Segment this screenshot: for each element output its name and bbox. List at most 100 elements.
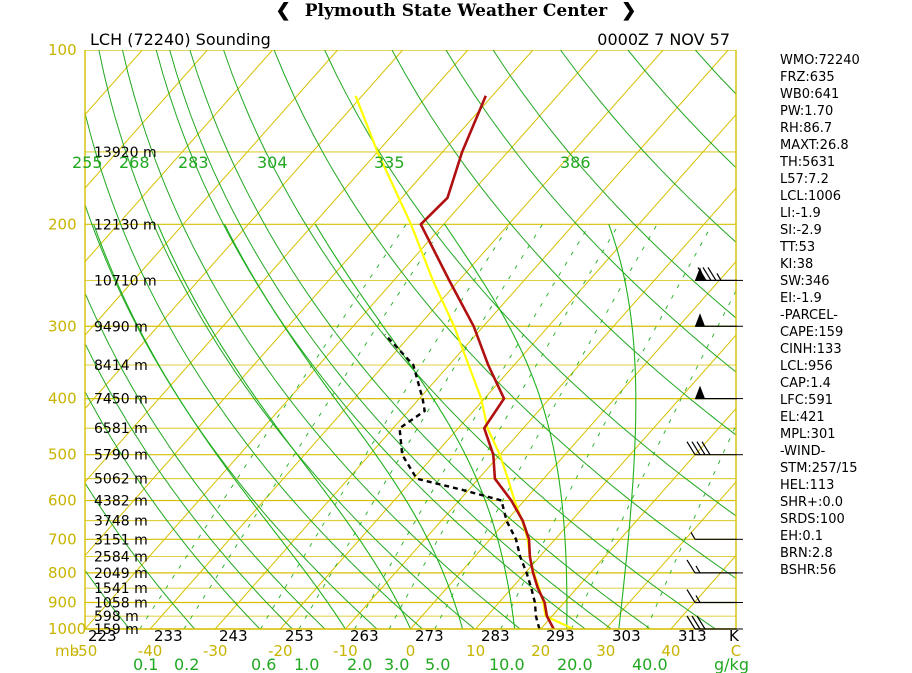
wind-barb-half [695, 565, 701, 574]
wind-pennant [695, 313, 705, 327]
height-label: 2584 m [94, 550, 148, 566]
index-item: SRDS:100 [780, 512, 845, 527]
dry-adiabat [85, 110, 423, 629]
index-item: EH:0.1 [780, 529, 824, 544]
isotherm [85, 50, 599, 629]
plot-area [0, 50, 736, 629]
mixing-ratio-label: 2.0 [347, 655, 372, 673]
dry-adiabat [85, 482, 196, 629]
index-item: KI:38 [780, 257, 814, 272]
celsius-tick-label: 40 [661, 642, 680, 660]
mixing-ratio-line [646, 424, 736, 629]
dry-adiabat [85, 203, 378, 629]
height-label: 12130 m [94, 217, 157, 233]
dry-adiabat [85, 342, 293, 629]
dry-adiabat [189, 50, 651, 629]
wind-barb-full [686, 559, 696, 574]
index-item: LCL:956 [780, 359, 833, 374]
index-item: BSHR:56 [780, 563, 837, 578]
index-item: WB0:641 [780, 87, 840, 102]
celsius-tick-label: -20 [268, 642, 293, 660]
index-item: CAPE:159 [780, 325, 844, 340]
index-item: MAXT:26.8 [780, 138, 849, 153]
wind-barb-full [691, 615, 701, 630]
mixing-ratio-line [434, 224, 658, 629]
dry-adiabat [85, 569, 130, 629]
kelvin-label: 233 [154, 627, 183, 645]
index-item: SHR+:0.0 [780, 495, 844, 510]
wind-barb-half [690, 532, 696, 540]
isotherm [85, 50, 208, 189]
moist-adiabat [93, 224, 346, 629]
sounding-time: 0000Z 7 NOV 57 [597, 30, 730, 49]
wind-barb-full [702, 267, 712, 281]
dry-adiabat [223, 50, 716, 629]
kelvin-label: 313 [678, 627, 707, 645]
mixing-ratio-label: 0.1 [133, 655, 158, 673]
moist-adiabat [157, 224, 411, 629]
height-label: 1541 m [94, 581, 148, 597]
indices-list: WMO:72240 FRZ:635 WB0:641 PW:1.70 RH:86.7 MAX… [780, 52, 860, 579]
mixing-ratio-label: 1.0 [294, 655, 319, 673]
isotherm [85, 50, 534, 557]
isotherm [85, 50, 273, 263]
moist-adiabat [608, 224, 637, 629]
theta-label: 335 [374, 153, 405, 172]
pressure-tick-label: 700 [48, 530, 77, 548]
index-item: LI:-1.9 [780, 206, 821, 221]
left-wing-icon: ❮ [275, 0, 291, 21]
dry-adiabat [85, 390, 261, 629]
isotherm [475, 334, 736, 629]
index-item: CAP:1.4 [780, 376, 831, 391]
wind-barb [686, 559, 743, 574]
mixing-ratio-line [354, 224, 591, 629]
mixing-ratio-line [139, 224, 407, 629]
index-item: -WIND- [780, 444, 826, 459]
isotherm [0, 50, 12, 629]
height-label: 7450 m [94, 392, 148, 408]
height-label: 10710 m [94, 273, 157, 289]
pressure-tick-label: 400 [48, 390, 77, 408]
wind-barb-full [701, 441, 711, 456]
wind-barb-full [686, 441, 696, 456]
index-item: TT:53 [780, 240, 816, 255]
celsius-tick-label: -50 [73, 642, 98, 660]
celsius-tick-label: 0 [406, 642, 416, 660]
wind-barb [686, 589, 743, 604]
mixing-ratio-label: 3.0 [384, 655, 409, 673]
pressure-tick-label: 100 [48, 41, 77, 59]
page-header: ❮ Plymouth State Weather Center ❯ [0, 0, 912, 22]
wind-barb-full [697, 267, 707, 281]
theta-label: 304 [257, 153, 288, 172]
height-label: 8414 m [94, 358, 148, 374]
mixing-ratio-line [388, 224, 620, 629]
kelvin-label: 263 [350, 627, 379, 645]
height-label: 1058 m [94, 596, 148, 612]
wind-barb-full [696, 441, 706, 456]
mixing-ratio-label: 0.6 [251, 655, 276, 673]
pressure-tick-label: 600 [48, 492, 77, 510]
pressure-tick-label: 200 [48, 215, 77, 233]
wind-barb [695, 385, 743, 400]
parcel-trace [354, 95, 574, 629]
index-item: PW:1.70 [780, 104, 834, 119]
celsius-tick-label: C [731, 642, 741, 660]
wind-barb-full [691, 441, 701, 456]
celsius-tick-label: 20 [531, 642, 550, 660]
index-item: EL:421 [780, 410, 825, 425]
height-label: 9490 m [94, 319, 148, 335]
index-item: RH:86.7 [780, 121, 833, 136]
isotherm [85, 50, 469, 483]
wind-barb-half [695, 595, 701, 603]
wind-barb [690, 532, 743, 540]
index-item: SW:346 [780, 274, 830, 289]
height-label: 598 m [94, 609, 139, 625]
kelvin-label: 303 [612, 627, 641, 645]
kelvin-label: 253 [285, 627, 314, 645]
kelvin-unit-label: K [729, 627, 740, 645]
pressure-tick-label: 900 [48, 594, 77, 612]
index-item: L57:7.2 [780, 172, 829, 187]
height-label: 4382 m [94, 494, 148, 510]
